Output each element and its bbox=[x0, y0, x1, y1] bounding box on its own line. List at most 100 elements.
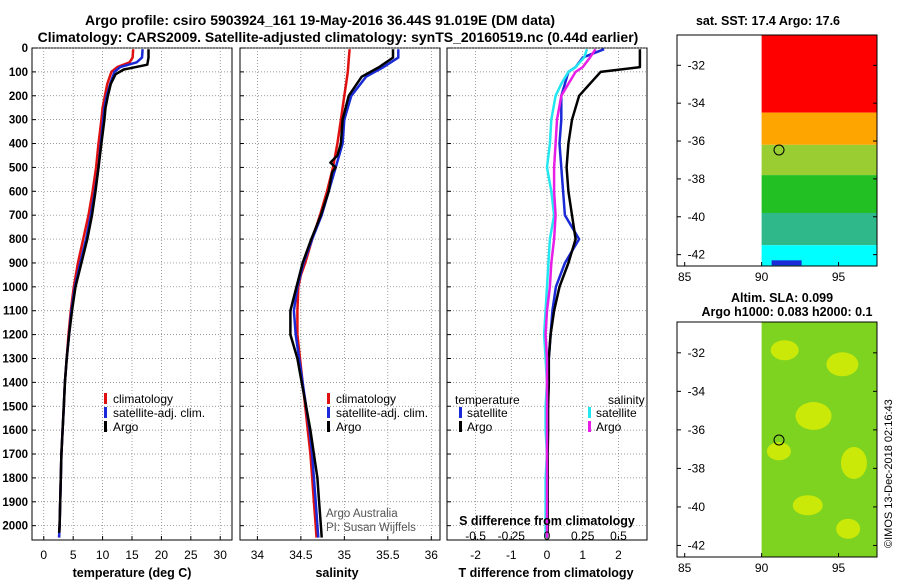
temperature-series bbox=[57, 49, 150, 538]
series-line-satellite bbox=[545, 48, 605, 538]
figure-title-line2: Climatology: CARS2009. Satellite-adjuste… bbox=[38, 29, 639, 45]
map-x-tick-label: 95 bbox=[832, 561, 846, 575]
map-x-tick-label: 90 bbox=[755, 561, 769, 575]
depth-tick-label: 800 bbox=[9, 234, 28, 246]
map-x-tick-label: 90 bbox=[755, 270, 769, 284]
x-tick-label: 10 bbox=[96, 548, 110, 562]
s-tick-label: -0.5 bbox=[465, 529, 486, 543]
map-x-tick-label: 95 bbox=[832, 270, 846, 284]
x-tick-label: 2 bbox=[615, 548, 622, 562]
legend-label-argo: Argo bbox=[113, 420, 139, 434]
sla-map-ticks: 85 90 95 -32 -34 -36 -38 -40 -42 bbox=[677, 346, 877, 575]
map-x-tick-label: 85 bbox=[678, 270, 692, 284]
salinity-xlabel: salinity bbox=[315, 566, 358, 580]
x-tick-label: 0 bbox=[544, 548, 551, 562]
legend-label-s-satellite: satellite bbox=[596, 406, 637, 420]
salinity-difference-label: S difference from climatology bbox=[459, 514, 635, 528]
legend-label-satellite-adj: satellite-adj. clim. bbox=[336, 406, 428, 420]
figure-title-line1: Argo profile: csiro 5903924_161 19-May-2… bbox=[85, 12, 555, 28]
depth-tick-label: 1300 bbox=[2, 353, 28, 365]
legend-swatch-climatology bbox=[104, 393, 107, 404]
depth-tick-label: 1100 bbox=[3, 306, 28, 318]
salinity-difference-ticks: -0.5 -0.25 0 0.25 0.5 bbox=[465, 529, 627, 543]
difference-legend: temperature salinity satellite Argo sate… bbox=[455, 393, 645, 434]
sst-zone bbox=[761, 212, 877, 246]
legend-label-t-satellite: satellite bbox=[467, 406, 508, 420]
sst-cold-patch bbox=[771, 260, 802, 266]
sst-zone bbox=[761, 144, 877, 176]
x-tick-label: 35 bbox=[338, 548, 352, 562]
depth-tick-label: 700 bbox=[9, 210, 28, 222]
map-y-tick-label: -36 bbox=[688, 134, 706, 148]
legend-label-s-argo: Argo bbox=[596, 420, 622, 434]
legend-swatch-satellite-adj bbox=[104, 407, 107, 418]
legend-label-argo: Argo bbox=[336, 420, 362, 434]
legend-title-temperature: temperature bbox=[455, 393, 520, 407]
legend-swatch-s-satellite bbox=[588, 407, 591, 418]
temperature-xlabel: temperature (deg C) bbox=[73, 566, 192, 580]
depth-tick-label: 1900 bbox=[2, 497, 28, 509]
sla-anomaly-patch bbox=[766, 442, 791, 461]
depth-tick-label: 400 bbox=[9, 139, 28, 151]
map-y-tick-label: -40 bbox=[688, 500, 706, 514]
x-tick-label: 35.5 bbox=[376, 548, 400, 562]
depth-tick-label: 1600 bbox=[2, 425, 28, 437]
sst-zone bbox=[761, 112, 877, 145]
map-y-tick-label: -34 bbox=[688, 96, 706, 110]
sla-anomaly-patch bbox=[840, 447, 867, 479]
credit-argo-australia: Argo Australia bbox=[326, 508, 398, 520]
map-y-tick-label: -36 bbox=[688, 423, 706, 437]
depth-tick-label: 2000 bbox=[2, 521, 28, 533]
temperature-x-ticks: 0 5 10 15 20 25 30 bbox=[40, 548, 227, 562]
temperature-grid bbox=[32, 47, 232, 540]
series-line-climatology bbox=[57, 49, 135, 538]
argo-position-marker bbox=[773, 434, 785, 446]
difference-series bbox=[542, 48, 642, 538]
sla-anomaly-patch bbox=[770, 340, 799, 361]
series-line-argo bbox=[544, 48, 597, 538]
s-tick-label: 0.25 bbox=[571, 529, 595, 543]
sst-map-ticks: 85 90 95 -32 -34 -36 -38 -40 -42 bbox=[677, 58, 877, 284]
x-tick-label: 36 bbox=[425, 548, 439, 562]
depth-tick-label: 900 bbox=[9, 258, 28, 270]
depth-tick-label: 1500 bbox=[2, 401, 28, 413]
depth-tick-label: 300 bbox=[9, 115, 28, 127]
legend-swatch-t-argo bbox=[459, 421, 462, 432]
s-tick-label: 0.5 bbox=[610, 529, 627, 543]
x-tick-label: 34.5 bbox=[289, 548, 313, 562]
salinity-panel: 34 34.5 35 35.5 36 salinity climatology sate… bbox=[239, 47, 441, 580]
s-tick-label: 0 bbox=[544, 529, 551, 543]
legend-swatch-satellite-adj bbox=[327, 407, 330, 418]
map-y-tick-label: -38 bbox=[688, 461, 706, 475]
sla-map-title: Altim. SLA: 0.099 bbox=[731, 291, 833, 305]
series-line-satellite-adj-clim- bbox=[292, 49, 400, 538]
map-y-tick-label: -38 bbox=[688, 172, 706, 186]
credit-pi: PI: Susan Wijffels bbox=[326, 522, 416, 534]
sla-anomaly-patch bbox=[836, 518, 861, 539]
depth-tick-label: 1400 bbox=[2, 377, 28, 389]
x-tick-label: 5 bbox=[70, 548, 77, 562]
map-y-tick-label: -34 bbox=[688, 384, 706, 398]
legend-swatch-argo bbox=[327, 421, 330, 432]
x-tick-label: 1 bbox=[579, 548, 586, 562]
map-y-tick-label: -42 bbox=[688, 538, 706, 552]
depth-tick-label: 1000 bbox=[2, 282, 28, 294]
sst-map: sat. SST: 17.4 Argo: 17.6 85 90 95 -32 -34 -3… bbox=[676, 14, 878, 284]
argo-position-marker bbox=[773, 144, 785, 156]
depth-tick-label: 0 bbox=[22, 43, 28, 55]
imos-credit: ©IMOS 13-Dec-2018 02:16:43 bbox=[883, 399, 895, 548]
s-tick-label: -0.25 bbox=[498, 529, 526, 543]
sla-map-frame bbox=[676, 321, 878, 558]
legend-swatch-argo bbox=[104, 421, 107, 432]
series-line-satellite bbox=[542, 48, 589, 538]
legend-swatch-climatology bbox=[327, 393, 330, 404]
map-y-tick-label: -32 bbox=[688, 346, 706, 360]
depth-tick-label: 600 bbox=[9, 186, 28, 198]
map-x-tick-label: 85 bbox=[678, 561, 692, 575]
legend-label-climatology: climatology bbox=[113, 392, 173, 406]
sla-map-image bbox=[761, 322, 877, 557]
sla-map-subtitle: Argo h1000: 0.083 h2000: 0.1 bbox=[702, 305, 873, 319]
depth-tick-label: 1200 bbox=[2, 330, 28, 342]
map-y-tick-label: -32 bbox=[688, 58, 706, 72]
